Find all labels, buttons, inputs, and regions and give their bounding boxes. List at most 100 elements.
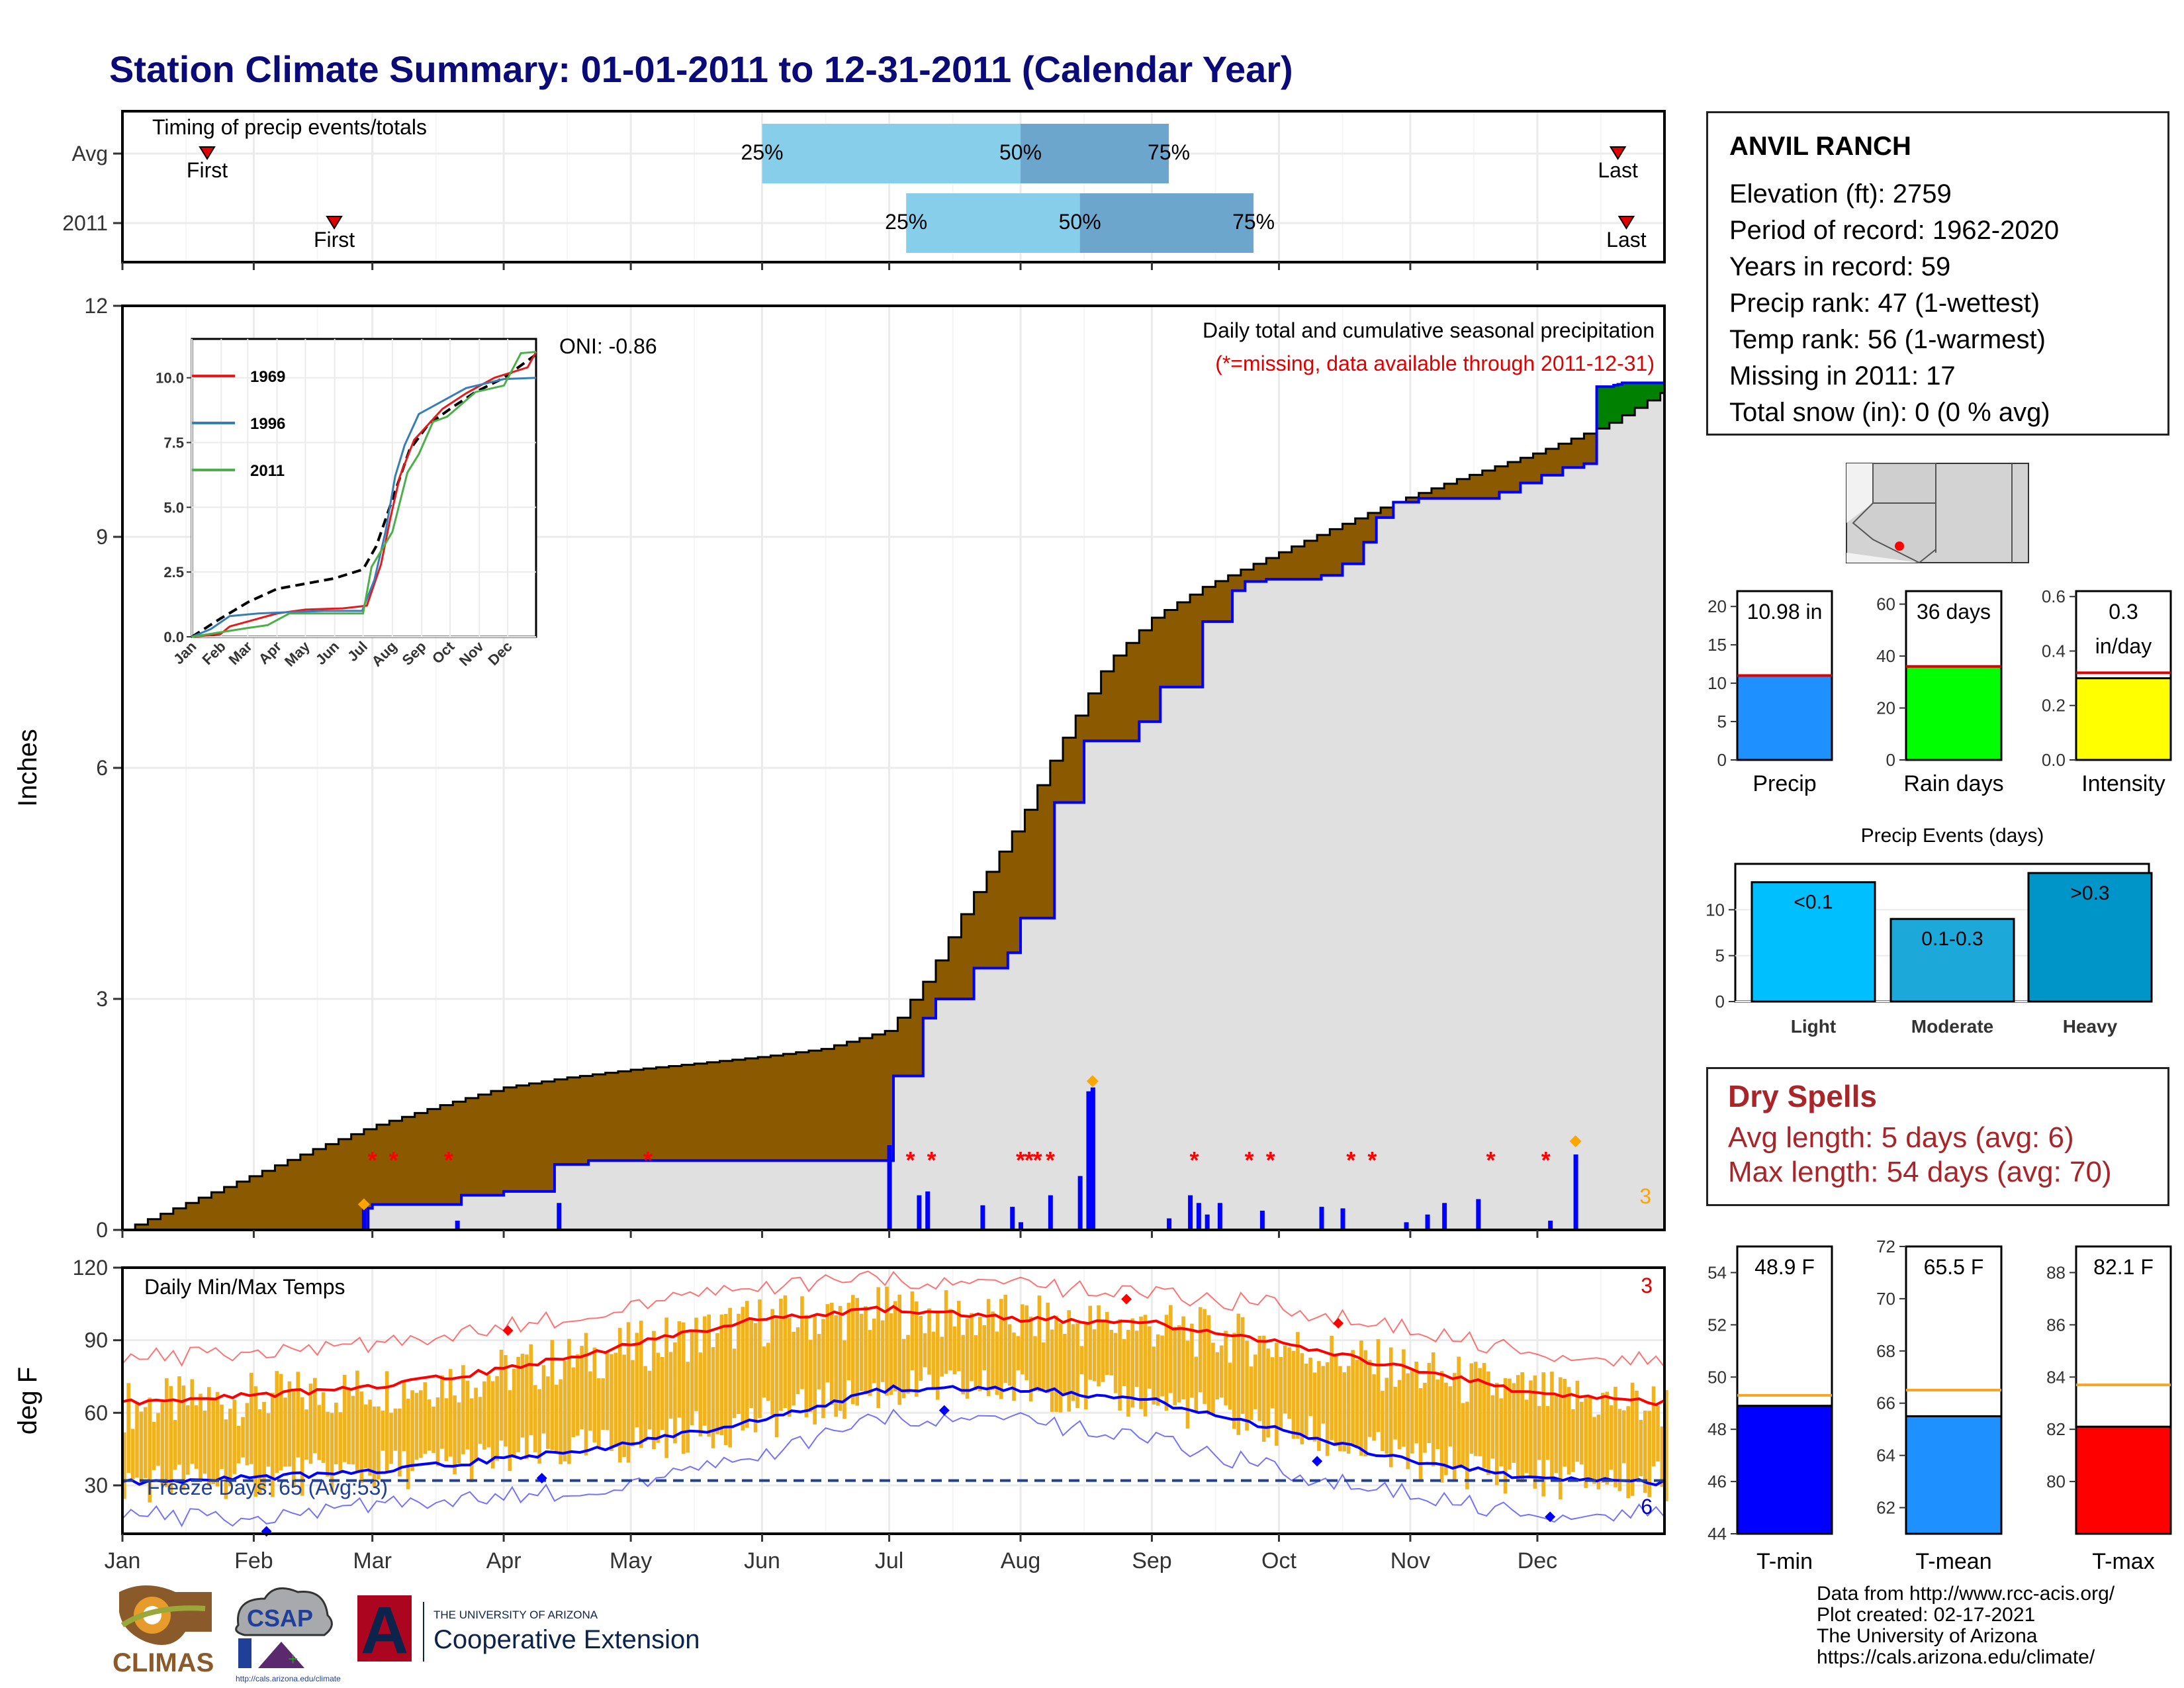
temp-totals-chart: 44 46 48 50 52 54 48.9 F T-min 62 64 66 68 70 72 65.5 … xyxy=(1707,1237,2172,1574)
precip-missing-marker: * xyxy=(1346,1147,1355,1174)
events-y-label: 0 xyxy=(1715,992,1725,1011)
events-bar-label: >0.3 xyxy=(2070,882,2109,904)
inset-series-line-1969 xyxy=(191,351,537,638)
mini-y-label: 60 xyxy=(1876,594,1895,614)
totals-chart: 0 5 10 15 20 10.98 in Precip 0 20 40 60 36 days Rain… xyxy=(1707,586,2172,796)
precip-daily-bar xyxy=(1205,1214,1210,1230)
timing-label-p75: 75% xyxy=(1232,210,1275,234)
timing-frame xyxy=(121,110,1666,263)
mini-y-label: 0.2 xyxy=(2042,696,2066,716)
mini-y-label: 44 xyxy=(1707,1524,1727,1544)
inset-series-line-2011 xyxy=(191,351,537,638)
precip-missing-marker: * xyxy=(1033,1147,1042,1174)
mini-y-label: 62 xyxy=(1876,1498,1895,1518)
timing-label-p50: 50% xyxy=(1059,210,1101,234)
timing-marker-first xyxy=(199,146,216,160)
precip-daily-bar xyxy=(887,1145,892,1230)
events-x-label: Light xyxy=(1791,1016,1836,1037)
precip-missing-marker: * xyxy=(1541,1147,1551,1174)
mini-y-label: 80 xyxy=(2046,1472,2066,1491)
mini-label-2: Intensity xyxy=(2081,771,2165,796)
mini-y-label: 15 xyxy=(1707,635,1727,655)
station-years: Years in record: 59 xyxy=(1729,252,1951,281)
timing-bar-50-75 xyxy=(1021,124,1169,183)
temps-normal-min-line xyxy=(122,1384,1665,1487)
timing-marker-last xyxy=(1617,216,1635,230)
temps-corner-top: 3 xyxy=(1641,1274,1653,1297)
mini-value-text: in/day xyxy=(2095,634,2152,658)
map-station-marker xyxy=(1895,541,1904,551)
precip-y-label: 6 xyxy=(96,756,108,780)
timing-label-p75: 75% xyxy=(1148,140,1190,164)
credits: Data from http://www.rcc-acis.org/ Plot … xyxy=(1817,1583,2115,1668)
dry-spells-title: Dry Spells xyxy=(1728,1079,1877,1113)
precip-missing-marker: * xyxy=(906,1147,915,1174)
precip-missing-marker: * xyxy=(444,1147,453,1174)
temps-x-label: Apr xyxy=(486,1548,522,1573)
precip-missing-marker: * xyxy=(1245,1147,1254,1174)
temps-highlight-point xyxy=(1312,1456,1323,1467)
precip-daily-bar xyxy=(1167,1218,1172,1230)
timing-title: Timing of precip events/totals xyxy=(152,115,427,139)
mini-value-text: 10.98 in xyxy=(1747,600,1823,624)
mini-y-label: 66 xyxy=(1876,1393,1895,1413)
precip-avg-area xyxy=(122,393,1664,1230)
station-snow: Total snow (in): 0 (0 % avg) xyxy=(1729,398,2050,427)
precip-daily-bar xyxy=(1259,1210,1265,1230)
mini-y-label: 88 xyxy=(2046,1262,2066,1282)
precip-daily-bar xyxy=(1425,1214,1430,1230)
precip-oni: ONI: -0.86 xyxy=(559,334,657,358)
locator-map xyxy=(1846,463,2029,564)
mini-y-label: 70 xyxy=(1876,1289,1895,1309)
ua-logo: A THE UNIVERSITY OF ARIZONA Cooperative … xyxy=(357,1593,700,1667)
mini-y-label: 20 xyxy=(1876,698,1895,718)
ua-big-text: Cooperative Extension xyxy=(433,1625,700,1654)
inset-series-line-1996 xyxy=(191,377,537,638)
precip-observed-line xyxy=(122,381,1666,1231)
station-period: Period of record: 1962-2020 xyxy=(1729,216,2060,245)
mini-y-label: 10 xyxy=(1707,673,1727,693)
precip-daily-bar xyxy=(1217,1203,1222,1230)
temps-highlight-point xyxy=(938,1405,950,1416)
timing-bar-25-50 xyxy=(906,193,1080,253)
precip-y-axis-label: Inches xyxy=(13,729,42,807)
precip-event-marker xyxy=(1569,1135,1582,1148)
climas-text: CLIMAS xyxy=(113,1648,214,1677)
temps-x-label: Jun xyxy=(744,1548,780,1573)
timing-bar-50-75 xyxy=(1079,193,1254,253)
mini-label-2: T-max xyxy=(2092,1549,2154,1574)
precip-daily-bar xyxy=(455,1221,460,1230)
temps-freeze-text: Freeze Days: 65 (Avg:53) xyxy=(147,1476,388,1499)
events-bar-light xyxy=(1751,881,1876,1003)
temps-x-label: Oct xyxy=(1261,1548,1297,1573)
precip-missing-marker: * xyxy=(368,1147,377,1174)
timing-row-label: 2011 xyxy=(62,211,108,235)
mini-value-text: 0.3 xyxy=(2109,600,2138,624)
mini-y-label: 52 xyxy=(1707,1315,1727,1335)
precip-y-label: 3 xyxy=(96,987,108,1011)
temps-corner-bottom: 6 xyxy=(1641,1495,1653,1519)
mini-label-1: Rain days xyxy=(1903,771,2003,796)
events-x-label: Heavy xyxy=(2063,1016,2118,1037)
precip-y-label: 9 xyxy=(96,525,108,549)
precip-daily-bar xyxy=(1090,1087,1095,1230)
station-missing: Missing in 2011: 17 xyxy=(1729,361,1956,391)
precip-missing-marker: * xyxy=(1016,1147,1025,1174)
precip-daily-bar xyxy=(980,1205,985,1230)
precip-daily-bar xyxy=(1573,1154,1578,1230)
inset-avg-line xyxy=(191,353,537,638)
inset-y-label: 0.0 xyxy=(163,629,184,645)
temps-daily-bars xyxy=(122,1286,1668,1503)
mini-bar-1 xyxy=(1905,665,2003,761)
precip-daily-bar xyxy=(1188,1195,1193,1230)
events-title: Precip Events (days) xyxy=(1861,825,2044,847)
inset-y-label: 7.5 xyxy=(163,435,184,451)
map-land-west xyxy=(1846,463,1873,523)
precip-frame xyxy=(121,305,1666,1231)
precip-daily-bar xyxy=(1086,1091,1091,1230)
mini-bar-0 xyxy=(1736,1405,1833,1535)
events-bar-heavy xyxy=(2027,872,2153,1003)
timing-label-p25: 25% xyxy=(885,210,927,234)
